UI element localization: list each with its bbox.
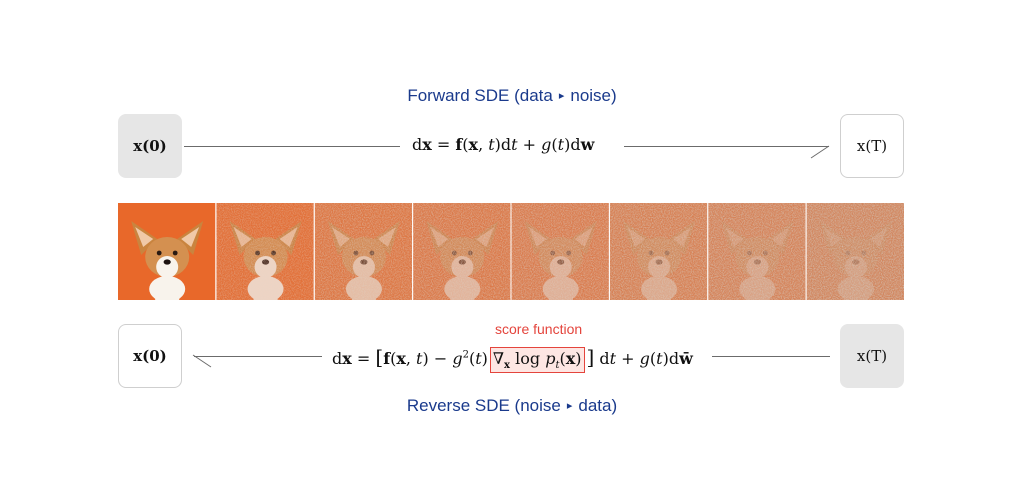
score-function-label: score function <box>495 321 583 337</box>
reverse-sde-title: Reverse SDE (noise ▸ data) <box>0 396 1024 416</box>
noisy-image-frame <box>118 203 216 300</box>
forward-sde-title: Forward SDE (data ▸ noise) <box>0 86 1024 106</box>
noisy-image-frame <box>708 203 806 300</box>
right-triangle-icon: ▸ <box>566 400 573 412</box>
forward-equation: dx = f(x, t)dt + g(t)dw <box>412 135 594 154</box>
reverse-line-left <box>194 356 322 357</box>
reverse-equation-text: dx = [f(x, t) − g2(t) ∇x log pt(x)] dt + … <box>332 345 693 374</box>
forward-title-left: Forward SDE (data <box>407 86 553 105</box>
reverse-arrowhead-icon <box>192 354 212 368</box>
diffusion-image-strip <box>118 203 904 300</box>
forward-arrowhead-icon <box>810 145 830 159</box>
reverse-line-right <box>712 356 830 357</box>
forward-end-label: x(T) <box>856 137 888 155</box>
noisy-image-frame <box>413 203 511 300</box>
reverse-end-label: x(T) <box>856 347 888 365</box>
noisy-image-frame <box>511 203 609 300</box>
reverse-equation: dx = [f(x, t) − g2(t) ∇x log pt(x)] dt + … <box>332 345 693 374</box>
forward-start-label: x(0) <box>133 137 167 155</box>
noisy-image-frame <box>806 203 904 300</box>
forward-line-left <box>184 146 400 147</box>
forward-end-box: x(T) <box>840 114 904 178</box>
reverse-title-left: Reverse SDE (noise <box>406 396 561 415</box>
reverse-end-box: x(0) <box>118 324 182 388</box>
reverse-start-box: x(T) <box>840 324 904 388</box>
reverse-start-label: x(0) <box>133 347 167 365</box>
right-triangle-icon: ▸ <box>558 90 565 102</box>
noisy-image-frame <box>314 203 413 300</box>
score-function-box: ∇x log pt(x) <box>489 347 585 374</box>
noisy-image-frame <box>609 203 708 300</box>
noisy-image-frame <box>216 203 314 300</box>
reverse-title-right: data) <box>578 396 618 415</box>
forward-title-right: noise) <box>570 86 617 105</box>
forward-equation-text: dx = f(x, t)dt + g(t)dw <box>412 135 595 154</box>
forward-line-right <box>624 146 829 147</box>
forward-start-box: x(0) <box>118 114 182 178</box>
